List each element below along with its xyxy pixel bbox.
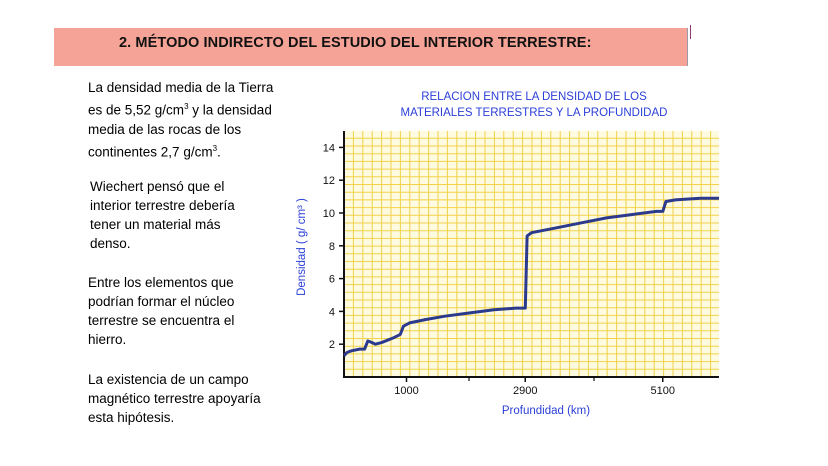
paragraph-line: continentes 2,7 g/cm3. (88, 139, 308, 162)
paragraph-line: hierro. (88, 332, 127, 347)
grid (343, 131, 719, 378)
y-tick-label: 14 (323, 142, 335, 154)
x-tick-label: 2900 (513, 385, 537, 397)
paragraph-line: magnético terrestre apoyaría (88, 391, 261, 406)
paragraph-line: esta hipótesis. (88, 410, 175, 425)
x-tick-label: 1000 (394, 385, 418, 397)
y-axis-label: Densidad ( g/ cm³ ) (296, 198, 308, 296)
text-fragment: continentes 2,7 g/cm (88, 144, 213, 159)
paragraph-line: podrían formar el núcleo (88, 294, 235, 309)
paragraph-magnetic-field: La existencia de un campo magnético terr… (88, 370, 308, 427)
y-tick-label: 6 (329, 274, 335, 286)
x-tick-label: 5100 (651, 385, 675, 397)
y-tick-label: 10 (323, 208, 335, 220)
series-line-density (342, 196, 719, 357)
x-ticks: 1000 2900 5100 (394, 377, 675, 397)
paragraph-line: Entre los elementos que (88, 275, 234, 290)
paragraph-iron: Entre los elementos que podrían formar e… (88, 273, 298, 349)
y-tick-label: 12 (323, 175, 335, 187)
axes (343, 131, 719, 378)
paragraph-line: denso. (90, 236, 131, 251)
chart-title-line-2: MATERIALES TERRESTRES Y LA PROFUNDIDAD (401, 107, 668, 119)
chart-title-line-1: RELACION ENTRE LA DENSIDAD DE LOS (421, 91, 647, 103)
text-fragment: y la densidad (188, 102, 272, 118)
paragraph-line: La existencia de un campo (88, 372, 249, 387)
y-tick-label: 2 (329, 339, 335, 351)
text-fragment: es de 5,52 g/cm (88, 102, 185, 118)
paragraph-line: media de las rocas de los (88, 121, 242, 137)
paragraph-line: terrestre se encuentra el (88, 313, 235, 328)
superscript: 3 (212, 143, 218, 153)
paragraph-density: La densidad media de la Tierra es de 5,5… (88, 78, 308, 161)
section-title: 2. MÉTODO INDIRECTO DEL ESTUDIO DEL INTE… (119, 35, 592, 51)
y-ticks: 2 4 6 8 10 12 14 (323, 142, 344, 351)
slide-edge-mark (690, 25, 691, 39)
paragraph-line: es de 5,52 g/cm3 y la densidad (88, 97, 308, 120)
section-title-bar: 2. MÉTODO INDIRECTO DEL ESTUDIO DEL INTE… (54, 28, 688, 66)
y-tick-label: 4 (329, 306, 335, 318)
paragraph-line: La densidad media de la Tierra (88, 80, 274, 95)
paragraph-line: tener un material más (90, 217, 221, 232)
superscript: 3 (184, 102, 189, 111)
paragraph-line: Wiechert pensó que el (90, 179, 225, 194)
paragraph-line: interior terrestre debería (90, 198, 235, 213)
y-tick-label: 8 (329, 241, 335, 253)
paragraph-wiechert: Wiechert pensó que el interior terrestre… (90, 177, 290, 253)
x-axis-label: Profundidad (km) (502, 405, 590, 417)
text-fragment: . (217, 144, 221, 159)
